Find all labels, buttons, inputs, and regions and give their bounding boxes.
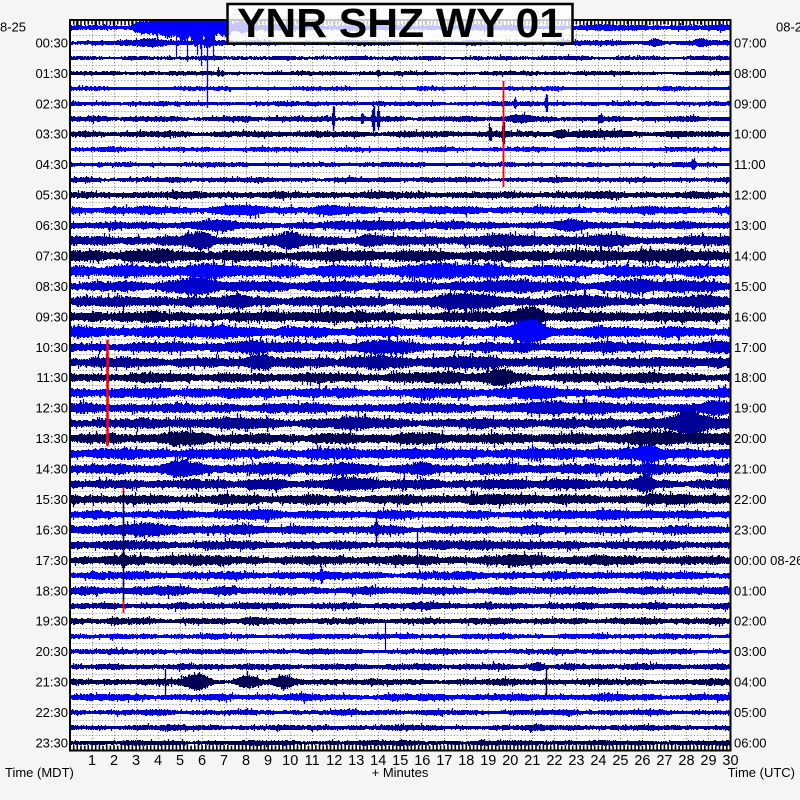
- svg-text:6: 6: [198, 753, 206, 769]
- svg-text:21:00: 21:00: [734, 462, 767, 477]
- svg-text:7: 7: [220, 753, 228, 769]
- svg-text:08-25: 08-25: [776, 20, 800, 35]
- svg-text:19:00: 19:00: [734, 401, 767, 416]
- svg-text:10:00: 10:00: [734, 127, 767, 142]
- svg-text:09:00: 09:00: [734, 96, 767, 111]
- svg-text:Time (UTC): Time (UTC): [728, 765, 795, 780]
- svg-text:30: 30: [722, 753, 738, 769]
- svg-text:17:00: 17:00: [734, 340, 767, 355]
- svg-text:16:30: 16:30: [35, 522, 68, 537]
- svg-text:08:30: 08:30: [35, 279, 68, 294]
- svg-text:20:00: 20:00: [734, 431, 767, 446]
- svg-text:03:00: 03:00: [734, 644, 767, 659]
- svg-text:11: 11: [305, 753, 320, 769]
- svg-text:15:30: 15:30: [35, 492, 68, 507]
- svg-text:20: 20: [502, 753, 518, 769]
- svg-text:3: 3: [132, 753, 140, 769]
- svg-text:03:30: 03:30: [35, 127, 68, 142]
- svg-text:04:00: 04:00: [734, 675, 767, 690]
- svg-text:10: 10: [282, 753, 298, 769]
- svg-text:8: 8: [242, 753, 250, 769]
- svg-text:29: 29: [700, 753, 716, 769]
- svg-text:21:30: 21:30: [35, 675, 68, 690]
- svg-text:14: 14: [370, 753, 386, 769]
- svg-text:+ Minutes: + Minutes: [372, 765, 429, 780]
- svg-text:18: 18: [458, 753, 474, 769]
- svg-text:13:30: 13:30: [35, 431, 68, 446]
- svg-text:18:30: 18:30: [35, 583, 68, 598]
- svg-text:15:00: 15:00: [734, 279, 767, 294]
- svg-text:06:00: 06:00: [734, 736, 767, 751]
- svg-text:00:00 08-26: 00:00 08-26: [734, 553, 800, 568]
- svg-text:11:30: 11:30: [36, 370, 68, 385]
- svg-text:01:00: 01:00: [734, 583, 767, 598]
- svg-text:YNR SHZ WY 01: YNR SHZ WY 01: [237, 0, 563, 46]
- svg-text:2: 2: [110, 753, 118, 769]
- svg-text:27: 27: [656, 753, 672, 769]
- svg-text:05:00: 05:00: [734, 705, 767, 720]
- svg-text:Time (MDT): Time (MDT): [5, 765, 74, 780]
- svg-text:22: 22: [546, 753, 562, 769]
- svg-text:01:30: 01:30: [35, 66, 68, 81]
- svg-text:02:30: 02:30: [35, 96, 68, 111]
- svg-text:22:00: 22:00: [734, 492, 767, 507]
- svg-text:16: 16: [414, 753, 430, 769]
- svg-text:23:00: 23:00: [734, 522, 767, 537]
- svg-text:9: 9: [264, 753, 272, 769]
- svg-text:12:00: 12:00: [734, 188, 767, 203]
- svg-text:14:30: 14:30: [35, 462, 68, 477]
- svg-text:18:00: 18:00: [734, 370, 767, 385]
- svg-text:1: 1: [88, 753, 96, 769]
- svg-text:16:00: 16:00: [734, 309, 767, 324]
- svg-text:10:30: 10:30: [35, 340, 68, 355]
- svg-text:15: 15: [392, 753, 408, 769]
- svg-text:19: 19: [480, 753, 496, 769]
- svg-text:09:30: 09:30: [35, 309, 68, 324]
- svg-text:08:00: 08:00: [734, 66, 767, 81]
- svg-text:22:30: 22:30: [35, 705, 68, 720]
- svg-text:07:00: 07:00: [734, 35, 767, 50]
- svg-text:06:30: 06:30: [35, 218, 68, 233]
- svg-text:12: 12: [326, 753, 342, 769]
- svg-text:20:30: 20:30: [35, 644, 68, 659]
- svg-text:25: 25: [612, 753, 628, 769]
- svg-text:12:30: 12:30: [35, 401, 68, 416]
- svg-text:05:30: 05:30: [35, 188, 68, 203]
- svg-text:14:00: 14:00: [734, 249, 767, 264]
- svg-text:5: 5: [176, 753, 184, 769]
- svg-text:24: 24: [590, 753, 606, 769]
- svg-text:17:30: 17:30: [35, 553, 68, 568]
- svg-text:23:30: 23:30: [35, 736, 68, 751]
- svg-text:04:30: 04:30: [35, 157, 68, 172]
- svg-text:07:30: 07:30: [35, 249, 68, 264]
- svg-text:17: 17: [436, 753, 452, 769]
- svg-text:11:00: 11:00: [734, 157, 766, 172]
- svg-text:26: 26: [634, 753, 650, 769]
- svg-text:4: 4: [154, 753, 162, 769]
- svg-text:21: 21: [524, 753, 540, 769]
- svg-text:23: 23: [568, 753, 584, 769]
- svg-text:13: 13: [348, 753, 364, 769]
- svg-text:28: 28: [678, 753, 694, 769]
- svg-text:19:30: 19:30: [35, 614, 68, 629]
- svg-text:13:00: 13:00: [734, 218, 767, 233]
- svg-text:8-25: 8-25: [0, 20, 26, 35]
- svg-text:00:30: 00:30: [35, 35, 68, 50]
- svg-text:02:00: 02:00: [734, 614, 767, 629]
